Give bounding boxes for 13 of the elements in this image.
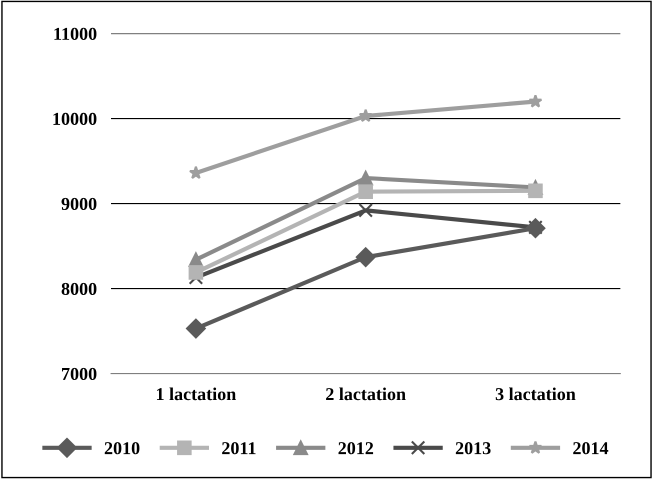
y-tick-label: 10000 [53,112,96,125]
legend-label: 2010 [104,442,140,454]
legend-label: 2013 [456,442,491,454]
y-tick-label: 11000 [54,28,96,40]
x-tick-label: 3 lactation [496,388,576,400]
x-tick-label: 2 lactation [326,388,406,400]
legend-label: 2012 [338,442,374,454]
x-tick-label: 1 lactation [156,388,236,400]
legend-label: 2011 [222,442,256,454]
y-tick-label: 8000 [62,282,96,296]
y-tick-label: 7000 [62,368,96,380]
legend-label: 2014 [573,442,608,454]
y-tick-label: 9000 [62,198,96,210]
